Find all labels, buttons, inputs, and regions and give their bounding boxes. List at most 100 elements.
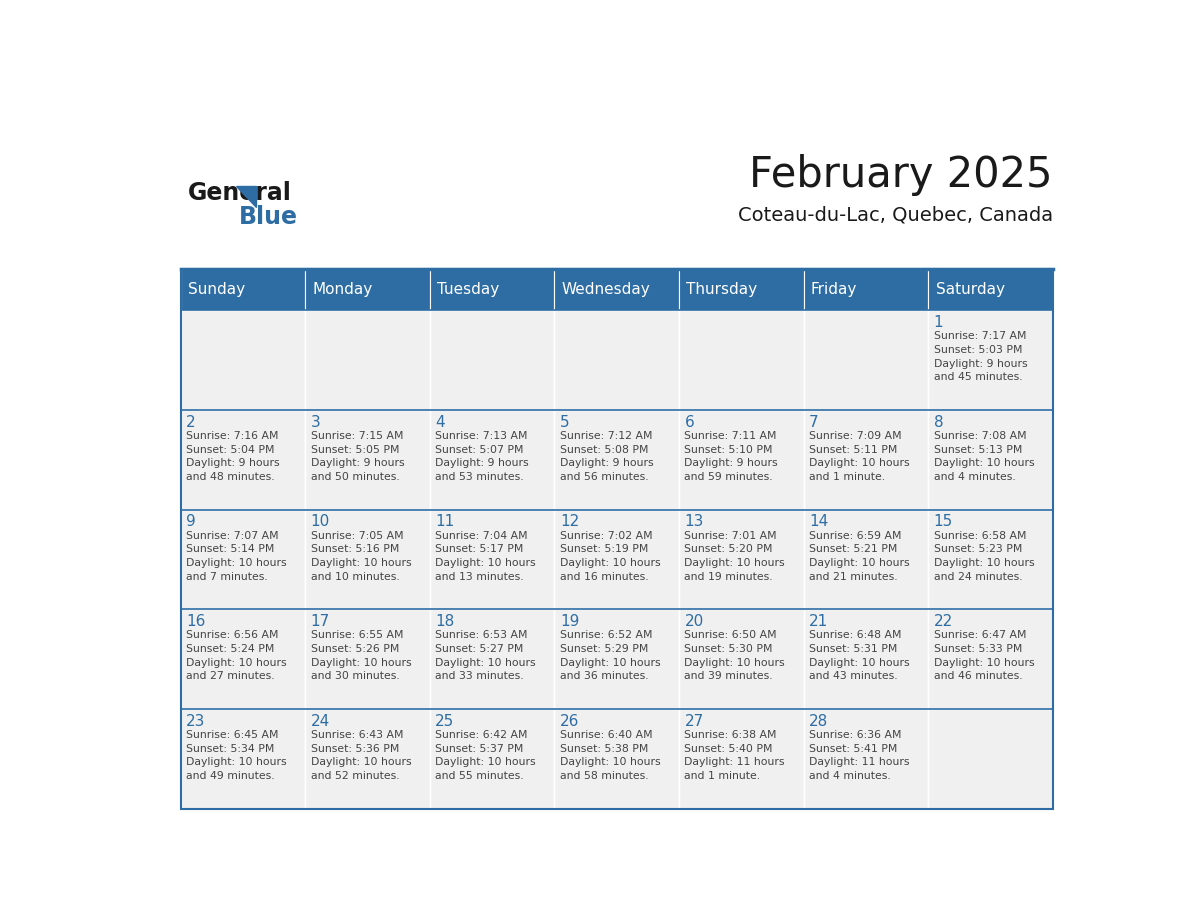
Text: 9: 9 [187,514,196,530]
Text: General: General [188,181,292,205]
Text: Monday: Monday [312,282,373,297]
Bar [430,409,555,509]
Text: Friday: Friday [811,282,858,297]
Text: Sunrise: 6:42 AM
Sunset: 5:37 PM
Daylight: 10 hours
and 55 minutes.: Sunrise: 6:42 AM Sunset: 5:37 PM Dayligh… [435,730,536,781]
Bar [430,269,555,310]
Text: 10: 10 [311,514,330,530]
Text: Sunrise: 7:17 AM
Sunset: 5:03 PM
Daylight: 9 hours
and 45 minutes.: Sunrise: 7:17 AM Sunset: 5:03 PM Dayligh… [934,331,1028,382]
Bar [803,409,928,509]
Text: 21: 21 [809,614,828,629]
Bar [305,509,430,610]
Text: 5: 5 [560,415,569,430]
Text: 14: 14 [809,514,828,530]
Text: Coteau-du-Lac, Quebec, Canada: Coteau-du-Lac, Quebec, Canada [738,206,1053,225]
Text: Sunrise: 7:04 AM
Sunset: 5:17 PM
Daylight: 10 hours
and 13 minutes.: Sunrise: 7:04 AM Sunset: 5:17 PM Dayligh… [435,531,536,581]
Text: February 2025: February 2025 [750,154,1053,196]
Text: Sunrise: 6:50 AM
Sunset: 5:30 PM
Daylight: 10 hours
and 39 minutes.: Sunrise: 6:50 AM Sunset: 5:30 PM Dayligh… [684,631,785,681]
Bar [928,709,1053,809]
Bar [680,709,803,809]
Text: 16: 16 [187,614,206,629]
Text: 11: 11 [435,514,455,530]
Text: Sunrise: 6:38 AM
Sunset: 5:40 PM
Daylight: 11 hours
and 1 minute.: Sunrise: 6:38 AM Sunset: 5:40 PM Dayligh… [684,730,785,781]
Bar [680,310,803,409]
Bar [555,610,680,709]
Bar [680,409,803,509]
Text: Sunrise: 6:53 AM
Sunset: 5:27 PM
Daylight: 10 hours
and 33 minutes.: Sunrise: 6:53 AM Sunset: 5:27 PM Dayligh… [435,631,536,681]
Text: Sunrise: 6:36 AM
Sunset: 5:41 PM
Daylight: 11 hours
and 4 minutes.: Sunrise: 6:36 AM Sunset: 5:41 PM Dayligh… [809,730,910,781]
Bar [305,409,430,509]
Bar [181,509,305,610]
Text: Sunrise: 7:05 AM
Sunset: 5:16 PM
Daylight: 10 hours
and 10 minutes.: Sunrise: 7:05 AM Sunset: 5:16 PM Dayligh… [311,531,411,581]
Text: 6: 6 [684,415,694,430]
Bar [181,310,305,409]
Text: Sunrise: 7:09 AM
Sunset: 5:11 PM
Daylight: 10 hours
and 1 minute.: Sunrise: 7:09 AM Sunset: 5:11 PM Dayligh… [809,431,910,482]
Text: Sunrise: 6:48 AM
Sunset: 5:31 PM
Daylight: 10 hours
and 43 minutes.: Sunrise: 6:48 AM Sunset: 5:31 PM Dayligh… [809,631,910,681]
Text: Sunrise: 7:07 AM
Sunset: 5:14 PM
Daylight: 10 hours
and 7 minutes.: Sunrise: 7:07 AM Sunset: 5:14 PM Dayligh… [187,531,286,581]
Bar [803,709,928,809]
Bar [803,610,928,709]
Text: Sunrise: 7:12 AM
Sunset: 5:08 PM
Daylight: 9 hours
and 56 minutes.: Sunrise: 7:12 AM Sunset: 5:08 PM Dayligh… [560,431,653,482]
Text: Thursday: Thursday [687,282,758,297]
Text: 23: 23 [187,714,206,729]
Bar [803,269,928,310]
Text: Blue: Blue [239,205,298,229]
Text: Sunrise: 7:02 AM
Sunset: 5:19 PM
Daylight: 10 hours
and 16 minutes.: Sunrise: 7:02 AM Sunset: 5:19 PM Dayligh… [560,531,661,581]
Bar [181,709,305,809]
Text: Sunrise: 7:08 AM
Sunset: 5:13 PM
Daylight: 10 hours
and 4 minutes.: Sunrise: 7:08 AM Sunset: 5:13 PM Dayligh… [934,431,1035,482]
Bar [555,709,680,809]
Bar [803,509,928,610]
Text: Saturday: Saturday [935,282,1005,297]
Text: Tuesday: Tuesday [437,282,500,297]
Text: 28: 28 [809,714,828,729]
Bar [181,269,305,310]
Bar [680,610,803,709]
Bar [305,709,430,809]
Text: Sunrise: 7:13 AM
Sunset: 5:07 PM
Daylight: 9 hours
and 53 minutes.: Sunrise: 7:13 AM Sunset: 5:07 PM Dayligh… [435,431,529,482]
Text: Sunrise: 6:55 AM
Sunset: 5:26 PM
Daylight: 10 hours
and 30 minutes.: Sunrise: 6:55 AM Sunset: 5:26 PM Dayligh… [311,631,411,681]
Bar [928,610,1053,709]
Bar [928,509,1053,610]
Text: 4: 4 [435,415,446,430]
Text: 15: 15 [934,514,953,530]
Text: 13: 13 [684,514,703,530]
Text: Sunrise: 6:43 AM
Sunset: 5:36 PM
Daylight: 10 hours
and 52 minutes.: Sunrise: 6:43 AM Sunset: 5:36 PM Dayligh… [311,730,411,781]
Text: 2: 2 [187,415,196,430]
Text: 22: 22 [934,614,953,629]
Text: 24: 24 [311,714,330,729]
Bar [430,709,555,809]
Text: Sunrise: 6:47 AM
Sunset: 5:33 PM
Daylight: 10 hours
and 46 minutes.: Sunrise: 6:47 AM Sunset: 5:33 PM Dayligh… [934,631,1035,681]
Bar [555,509,680,610]
Bar [803,310,928,409]
Polygon shape [236,185,257,207]
Text: Sunrise: 7:15 AM
Sunset: 5:05 PM
Daylight: 9 hours
and 50 minutes.: Sunrise: 7:15 AM Sunset: 5:05 PM Dayligh… [311,431,404,482]
Text: 27: 27 [684,714,703,729]
Text: 12: 12 [560,514,580,530]
Bar [181,269,1053,809]
Text: Sunrise: 7:01 AM
Sunset: 5:20 PM
Daylight: 10 hours
and 19 minutes.: Sunrise: 7:01 AM Sunset: 5:20 PM Dayligh… [684,531,785,581]
Text: Sunrise: 7:16 AM
Sunset: 5:04 PM
Daylight: 9 hours
and 48 minutes.: Sunrise: 7:16 AM Sunset: 5:04 PM Dayligh… [187,431,280,482]
Bar [305,610,430,709]
Text: Sunrise: 6:45 AM
Sunset: 5:34 PM
Daylight: 10 hours
and 49 minutes.: Sunrise: 6:45 AM Sunset: 5:34 PM Dayligh… [187,730,286,781]
Bar [430,509,555,610]
Text: Sunrise: 6:40 AM
Sunset: 5:38 PM
Daylight: 10 hours
and 58 minutes.: Sunrise: 6:40 AM Sunset: 5:38 PM Dayligh… [560,730,661,781]
Bar [680,269,803,310]
Text: 18: 18 [435,614,455,629]
Bar [928,310,1053,409]
Text: Sunday: Sunday [188,282,246,297]
Bar [555,409,680,509]
Bar [928,409,1053,509]
Text: 19: 19 [560,614,580,629]
Bar [928,269,1053,310]
Text: 1: 1 [934,315,943,330]
Bar [555,310,680,409]
Text: 25: 25 [435,714,455,729]
Text: 7: 7 [809,415,819,430]
Text: 17: 17 [311,614,330,629]
Text: 3: 3 [311,415,321,430]
Text: Sunrise: 6:52 AM
Sunset: 5:29 PM
Daylight: 10 hours
and 36 minutes.: Sunrise: 6:52 AM Sunset: 5:29 PM Dayligh… [560,631,661,681]
Text: 8: 8 [934,415,943,430]
Text: Wednesday: Wednesday [562,282,651,297]
Text: Sunrise: 7:11 AM
Sunset: 5:10 PM
Daylight: 9 hours
and 59 minutes.: Sunrise: 7:11 AM Sunset: 5:10 PM Dayligh… [684,431,778,482]
Bar [305,310,430,409]
Text: 20: 20 [684,614,703,629]
